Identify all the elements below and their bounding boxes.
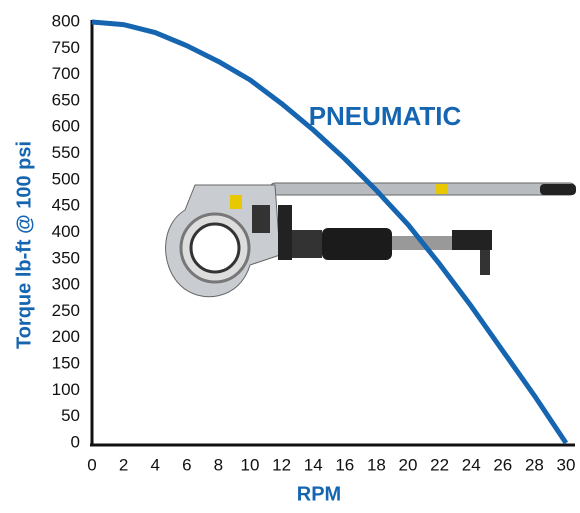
chart: PNEUMATIC RPM Torque lb-ft @ 100 psi 0 50… [0,0,580,508]
y-tick-label: 0 [71,432,80,451]
x-tick-label: 16 [335,455,354,474]
y-tick-label: 50 [61,406,80,425]
annotation: PNEUMATIC [309,101,462,131]
x-tick-label: 24 [462,455,481,474]
x-tick-label: 30 [557,455,576,474]
y-tick-label: 300 [52,275,80,294]
y-tick-label: 100 [52,380,80,399]
y-tick-label: 400 [52,222,80,241]
y-tick-label: 150 [52,354,80,373]
x-tick-label: 14 [304,455,323,474]
y-tick-label: 350 [52,248,80,267]
x-tick-label: 28 [525,455,544,474]
x-tick-label: 0 [87,455,96,474]
x-tick-label: 22 [430,455,449,474]
tool-illustration [166,183,576,297]
x-tick-label: 8 [214,455,223,474]
x-tick-label: 6 [182,455,191,474]
x-tick-label: 18 [367,455,386,474]
y-tick-label: 750 [52,38,80,57]
x-axis-label: RPM [297,483,341,505]
x-tick-label: 10 [241,455,260,474]
y-tick-label: 550 [52,143,80,162]
x-tick-label: 20 [399,455,418,474]
x-tick-label: 12 [272,455,291,474]
y-tick-label: 650 [52,90,80,109]
y-tick-label: 200 [52,327,80,346]
y-tick-label: 450 [52,196,80,215]
y-tick-label: 250 [52,301,80,320]
y-axis-label: Torque lb-ft @ 100 psi [13,141,35,349]
x-tick-label: 26 [493,455,512,474]
y-tick-label: 700 [52,64,80,83]
y-tick-label: 600 [52,117,80,136]
y-tick-label: 800 [52,11,80,30]
y-tick-label: 500 [52,169,80,188]
x-tick-label: 4 [150,455,159,474]
x-tick-label: 2 [119,455,128,474]
